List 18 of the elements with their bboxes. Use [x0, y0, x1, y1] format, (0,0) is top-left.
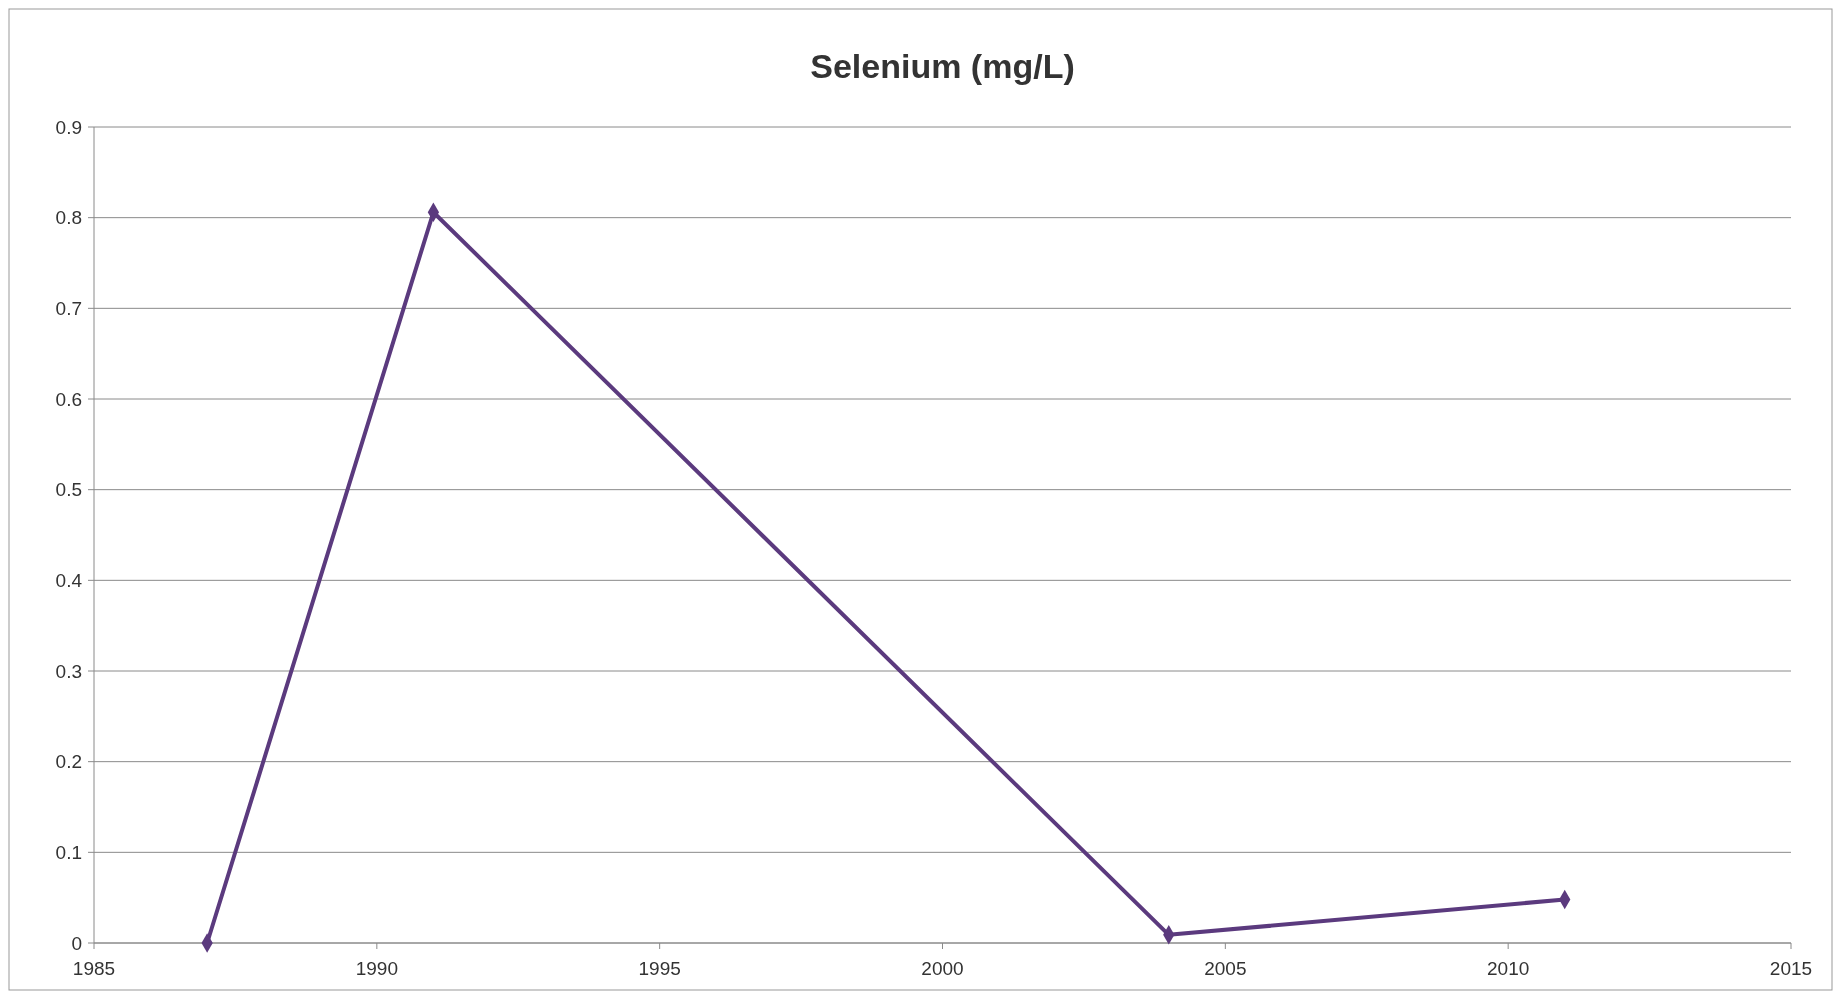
- x-tick-label: 2000: [921, 958, 964, 979]
- x-tick-label: 1990: [355, 958, 398, 979]
- x-tick-label: 2010: [1487, 958, 1530, 979]
- y-tick-label: 0.5: [55, 479, 82, 501]
- y-tick-label: 0.6: [55, 388, 82, 410]
- y-tick-label: 0: [71, 932, 82, 954]
- y-tick-label: 0.4: [55, 569, 83, 591]
- y-tick-label: 0.7: [55, 297, 82, 319]
- x-tick-label: 2015: [1769, 958, 1813, 979]
- x-tick-label: 2005: [1204, 958, 1247, 979]
- chart-title: Selenium (mg/L): [810, 47, 1075, 85]
- x-tick-label: 1985: [72, 958, 116, 979]
- x-tick-label: 1995: [638, 958, 681, 979]
- y-tick-label: 0.9: [55, 116, 82, 138]
- y-tick-label: 0.1: [55, 841, 82, 863]
- y-tick-label: 0.3: [55, 660, 82, 682]
- y-tick-label: 0.8: [55, 207, 82, 229]
- y-tick-label: 0.2: [55, 751, 82, 773]
